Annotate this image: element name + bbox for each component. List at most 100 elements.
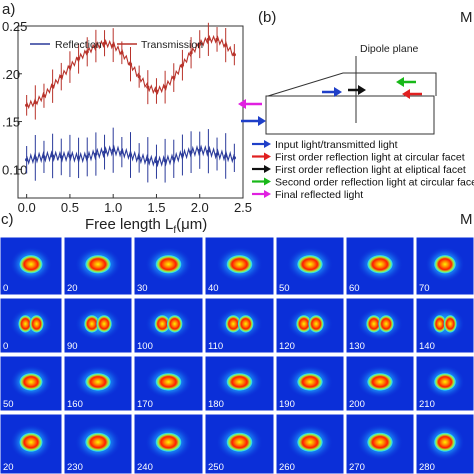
mode-profile-cell: 110 <box>204 297 275 354</box>
data-point <box>94 152 98 156</box>
cell-length-label: 50 <box>3 399 14 410</box>
mode-profile-cell: 240 <box>133 413 204 474</box>
mode-profile-cell: 20 <box>63 236 133 296</box>
cell-length-label: 90 <box>67 341 78 352</box>
key-row: Second order reflection light at circula… <box>252 177 474 189</box>
panel-c: c) M 0 20 30 40 50 60 70 0 90 100 110 120 130 140 50 16… <box>0 211 474 474</box>
y-tick-label: 0.25 <box>2 19 27 34</box>
data-point <box>215 37 219 41</box>
mode-lobe-left <box>432 314 447 334</box>
mode-profile-cell: 30 <box>133 236 204 296</box>
arrow-final-reflected <box>238 99 262 109</box>
cell-length-label: 110 <box>208 341 223 352</box>
panel-c-label: c) <box>1 211 14 228</box>
data-point <box>163 85 167 89</box>
data-point <box>189 150 193 154</box>
y-tick-label: .20 <box>2 67 20 82</box>
series-reflection <box>25 127 236 183</box>
data-point <box>120 51 124 55</box>
mode-profile-cell: 130 <box>345 297 415 354</box>
mode-core <box>366 372 394 392</box>
mode-profile-cell: 160 <box>63 355 133 412</box>
mode-lobe-right <box>237 314 254 334</box>
data-point <box>51 84 55 88</box>
x-tick-label: 0.0 <box>18 200 36 215</box>
data-point <box>25 158 29 162</box>
series-transmission <box>25 22 236 120</box>
arrow-red-facet <box>402 89 422 99</box>
mode-profile-cell: 200 <box>345 355 415 412</box>
mode-profile-cell: 180 <box>204 355 275 412</box>
panel-c-corner-letter: M <box>460 211 473 228</box>
waveguide-body <box>265 95 435 135</box>
arrow-blue-inside <box>322 87 342 97</box>
cell-length-label: 180 <box>208 399 224 410</box>
x-axis-ticks: 0.0 0.5 1.0 1.5 2.0 2.5 <box>18 194 252 215</box>
mode-profile-cell: 280 <box>415 413 474 474</box>
cell-length-label: 270 <box>349 462 365 473</box>
data-point <box>172 76 176 80</box>
data-point <box>146 85 150 89</box>
mode-lobe-left <box>295 314 313 334</box>
key-arrow-head <box>264 165 271 173</box>
data-point <box>154 160 159 164</box>
data-point <box>33 156 37 160</box>
cell-length-label: 60 <box>349 283 360 294</box>
cell-length-label: 250 <box>208 462 224 473</box>
mode-core <box>18 254 44 275</box>
data-point <box>137 75 141 79</box>
data-point <box>180 63 185 67</box>
cell-length-label: 40 <box>208 283 219 294</box>
panel-b: (b) M Dipole plane <box>238 9 474 201</box>
mode-profile-cell: 120 <box>275 297 345 354</box>
cell-length-label: 200 <box>349 399 365 410</box>
key-label: First order reflection light at circular… <box>275 152 465 164</box>
cell-length-label: 140 <box>419 341 435 352</box>
data-point <box>189 51 193 55</box>
mode-profile-cell: 270 <box>345 413 415 474</box>
data-point <box>232 53 236 57</box>
panel-b-corner-letter: M <box>460 9 473 26</box>
mode-core <box>433 254 457 275</box>
mode-profile-cell: 50 <box>275 236 345 296</box>
data-point <box>206 149 210 153</box>
mode-profile-cell: 250 <box>204 413 275 474</box>
cell-length-label: 0 <box>3 341 8 352</box>
data-point <box>42 155 46 159</box>
mode-lobe-left <box>154 314 171 334</box>
mode-core <box>296 432 324 453</box>
cell-length-label: 20 <box>3 462 14 473</box>
mode-profile-grid: 0 20 30 40 50 60 70 0 90 100 110 120 130 140 50 160 170 1… <box>0 236 474 474</box>
arrow-black-dipole <box>348 85 366 95</box>
legend: Reflection Transmission <box>30 39 203 51</box>
x-tick-label: 0.5 <box>61 200 79 215</box>
dipole-plane-label: Dipole plane <box>360 43 419 55</box>
mode-profile-cell: 190 <box>275 355 345 412</box>
data-point <box>180 153 185 157</box>
mode-lobe-right <box>166 314 183 334</box>
key-label: Second order reflection light at circula… <box>275 177 474 189</box>
x-tick-label: 1.5 <box>147 200 165 215</box>
cell-length-label: 190 <box>279 399 295 410</box>
arrow-green-facet <box>396 77 416 87</box>
mode-profile-cell: 0 <box>0 297 63 354</box>
data-point <box>85 155 89 159</box>
taper-section <box>267 72 437 97</box>
series-group <box>25 22 236 183</box>
mode-core <box>84 372 112 392</box>
data-point <box>146 158 150 162</box>
data-point <box>94 44 98 48</box>
mode-lobe-left <box>17 314 33 334</box>
mode-profile-cell: 210 <box>415 355 474 412</box>
mode-lobe-left <box>365 314 383 334</box>
y-tick-label: .15 <box>2 115 20 130</box>
data-point <box>128 153 133 157</box>
cell-length-label: 100 <box>137 341 153 352</box>
mode-core <box>225 372 254 392</box>
mode-profile-cell: 140 <box>415 297 474 354</box>
cell-length-label: 230 <box>67 462 83 473</box>
cell-length-label: 260 <box>279 462 295 473</box>
data-point <box>224 154 228 158</box>
